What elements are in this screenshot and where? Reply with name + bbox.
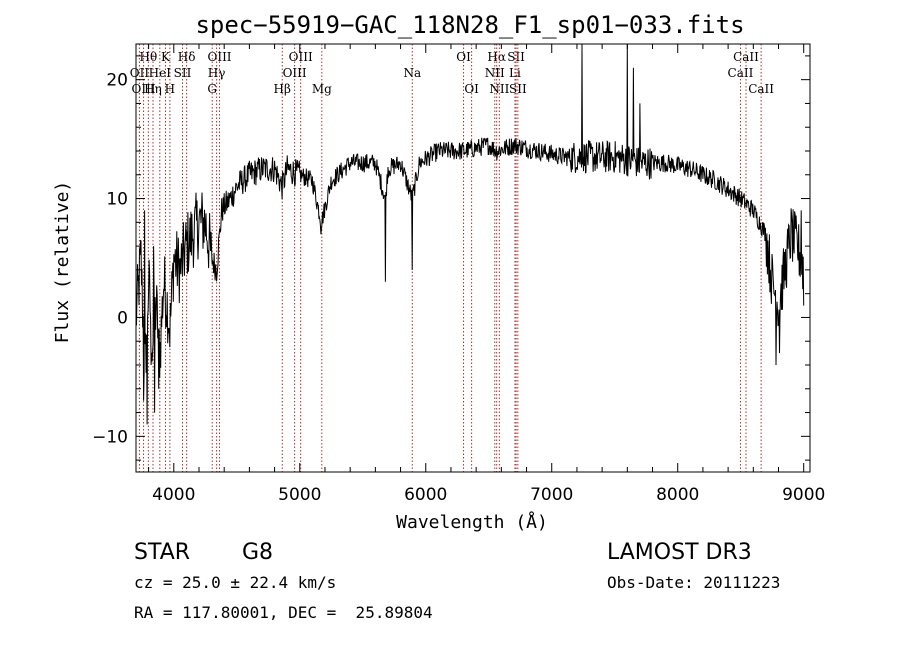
line-label: CaII — [748, 82, 774, 96]
line-label: CaII — [733, 50, 759, 64]
line-label: SII — [174, 66, 192, 80]
line-label: Hη — [144, 82, 162, 96]
plot-frame — [135, 43, 811, 473]
line-label: HeI — [149, 66, 172, 80]
observation-date: Obs-Date: 20111223 — [607, 573, 781, 592]
line-label: OI — [464, 82, 479, 96]
line-label: K — [161, 50, 171, 64]
chart-title: spec−55919−GAC_118N28_F1_sp01−033.fits — [195, 11, 744, 39]
line-label: Li — [509, 66, 521, 80]
x-tick-label: 4000 — [152, 485, 195, 505]
line-label: OIII — [283, 66, 307, 80]
x-tick-label: 6000 — [404, 485, 447, 505]
x-axis: 4000 5000 6000 7000 8000 9000 — [148, 44, 825, 505]
object-subclass: G8 — [242, 540, 274, 565]
line-label: Na — [403, 66, 421, 80]
x-axis-label: Wavelength (Å) — [396, 511, 548, 533]
y-axis-label: Flux (relative) — [52, 181, 73, 344]
line-label: Hβ — [274, 82, 291, 96]
line-label: SII — [507, 50, 525, 64]
y-tick-label: 20 — [106, 71, 128, 91]
line-label: Mg — [312, 82, 332, 96]
line-label: OIII — [289, 50, 313, 64]
line-label: SII — [509, 82, 527, 96]
x-tick-label: 5000 — [278, 485, 321, 505]
line-label: OIII — [132, 82, 156, 96]
line-label: NII — [485, 66, 505, 80]
spectrum-series — [135, 43, 805, 425]
ra-dec: RA = 117.80001, DEC = 25.89804 — [134, 603, 433, 622]
x-tick-label: 8000 — [656, 485, 699, 505]
x-tick-label: 7000 — [530, 485, 573, 505]
line-label: OI — [456, 50, 471, 64]
line-label: Hγ — [208, 66, 226, 80]
object-class: STAR — [134, 540, 191, 565]
y-tick-label: −10 — [92, 427, 128, 447]
line-label: Hδ — [178, 50, 196, 64]
line-label: OII — [130, 66, 150, 80]
x-tick-label: 9000 — [782, 485, 825, 505]
line-label: Hα — [487, 50, 506, 64]
line-label: Hθ — [139, 50, 157, 64]
line-label: NII — [489, 82, 509, 96]
line-label: H — [165, 82, 175, 96]
y-tick-label: 0 — [117, 308, 128, 328]
survey-name: LAMOST DR3 — [607, 540, 752, 565]
line-label: G — [207, 82, 217, 96]
line-label: CaII — [728, 66, 754, 80]
line-label: OIII — [207, 50, 231, 64]
y-tick-label: 10 — [106, 190, 128, 210]
redshift-cz: cz = 25.0 ± 22.4 km/s — [134, 573, 337, 592]
y-axis: −10 0 10 20 — [92, 55, 810, 461]
